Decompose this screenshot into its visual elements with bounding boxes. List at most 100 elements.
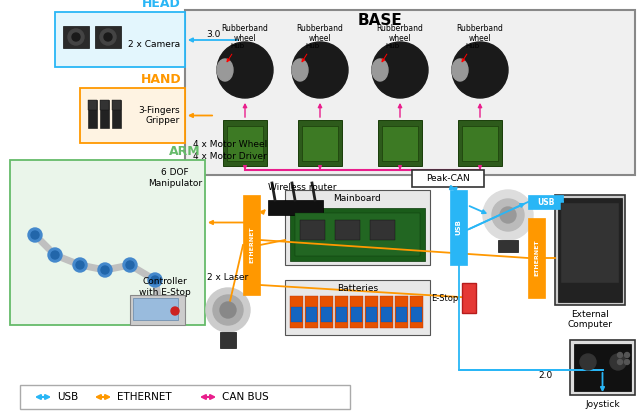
Circle shape (452, 42, 508, 98)
Bar (305, 296, 318, 328)
Circle shape (100, 29, 116, 45)
Text: USB: USB (456, 220, 461, 235)
Bar (300, 220, 325, 240)
Bar (378, 120, 422, 166)
Bar (302, 126, 338, 161)
Circle shape (206, 288, 250, 332)
Text: 4 x Motor Wheel: 4 x Motor Wheel (193, 140, 268, 149)
Bar (411, 307, 422, 322)
Text: Hub: Hub (227, 43, 244, 62)
Bar (20, 385, 350, 409)
Circle shape (220, 302, 236, 318)
Text: 2 x Camera: 2 x Camera (128, 40, 180, 49)
Circle shape (31, 231, 39, 239)
Bar (335, 296, 348, 328)
Text: 2 x Laser: 2 x Laser (207, 273, 248, 282)
Text: Joystick: Joystick (585, 400, 620, 409)
Text: Hub: Hub (462, 43, 479, 62)
Bar (320, 296, 333, 328)
Bar (462, 126, 498, 161)
Bar (450, 190, 467, 265)
Text: 4 x Motor Driver: 4 x Motor Driver (193, 152, 267, 161)
Circle shape (580, 354, 596, 370)
Bar (63, 26, 89, 48)
Circle shape (123, 258, 137, 272)
Text: CAN BUS: CAN BUS (222, 392, 269, 402)
Bar (112, 100, 121, 128)
Bar (321, 307, 332, 322)
Text: Wireless router: Wireless router (268, 183, 337, 192)
Text: Peak-CAN: Peak-CAN (426, 174, 470, 183)
Circle shape (51, 251, 59, 259)
Circle shape (483, 190, 533, 240)
Bar (462, 283, 476, 313)
Text: 6 DOF
Manipulator: 6 DOF Manipulator (148, 168, 202, 188)
Text: External
Computer: External Computer (568, 310, 612, 330)
Circle shape (610, 354, 626, 370)
Ellipse shape (372, 59, 388, 81)
Bar (350, 296, 363, 328)
Circle shape (73, 258, 87, 272)
Circle shape (171, 307, 179, 315)
Text: ETHERNET: ETHERNET (117, 392, 172, 402)
Bar (88, 100, 97, 110)
Text: USB: USB (57, 392, 78, 402)
Text: Mainboard: Mainboard (333, 193, 381, 203)
Circle shape (618, 352, 623, 357)
Circle shape (104, 33, 112, 41)
Bar (336, 307, 347, 322)
Bar (243, 195, 260, 295)
Text: Rubberband
wheel: Rubberband wheel (456, 24, 504, 44)
Bar (351, 307, 362, 322)
Bar (370, 220, 395, 240)
Text: HAND: HAND (140, 73, 181, 86)
Circle shape (72, 33, 80, 41)
Circle shape (156, 301, 164, 309)
Text: HEAD: HEAD (142, 0, 181, 10)
Text: Batteries: Batteries (337, 283, 378, 293)
Bar (561, 203, 619, 283)
Bar (380, 296, 393, 328)
Circle shape (217, 42, 273, 98)
Bar (80, 88, 185, 143)
Bar (185, 10, 635, 175)
Bar (95, 26, 121, 48)
Text: 2.0: 2.0 (538, 371, 552, 379)
Circle shape (292, 42, 348, 98)
Text: Rubberband
wheel: Rubberband wheel (296, 24, 344, 44)
Circle shape (48, 248, 62, 262)
Circle shape (213, 295, 243, 325)
Circle shape (126, 261, 134, 269)
Circle shape (148, 273, 162, 287)
Circle shape (151, 276, 159, 284)
Circle shape (500, 207, 516, 223)
Text: Rubberband
wheel: Rubberband wheel (221, 24, 268, 44)
Bar (410, 296, 423, 328)
Text: Hub: Hub (302, 43, 319, 62)
Bar (291, 307, 302, 322)
Text: BASE: BASE (358, 13, 403, 28)
Bar (558, 198, 622, 302)
Circle shape (625, 359, 630, 364)
Bar (366, 307, 377, 322)
Bar (458, 120, 502, 166)
Bar (381, 307, 392, 322)
Bar (295, 213, 420, 256)
Circle shape (618, 359, 623, 364)
Text: E-Stop: E-Stop (431, 293, 458, 303)
Bar (528, 195, 563, 209)
Circle shape (492, 199, 524, 231)
Bar (290, 208, 425, 261)
Bar (298, 120, 342, 166)
Bar (365, 296, 378, 328)
Bar (220, 332, 236, 348)
Text: Controller
with E-Stop: Controller with E-Stop (139, 277, 191, 297)
Bar (285, 190, 430, 265)
Bar (498, 240, 518, 252)
Text: ETHERNET: ETHERNET (534, 240, 539, 276)
Circle shape (625, 352, 630, 357)
Bar (227, 126, 263, 161)
Bar (395, 296, 408, 328)
Bar (100, 100, 109, 128)
Bar (382, 126, 418, 161)
